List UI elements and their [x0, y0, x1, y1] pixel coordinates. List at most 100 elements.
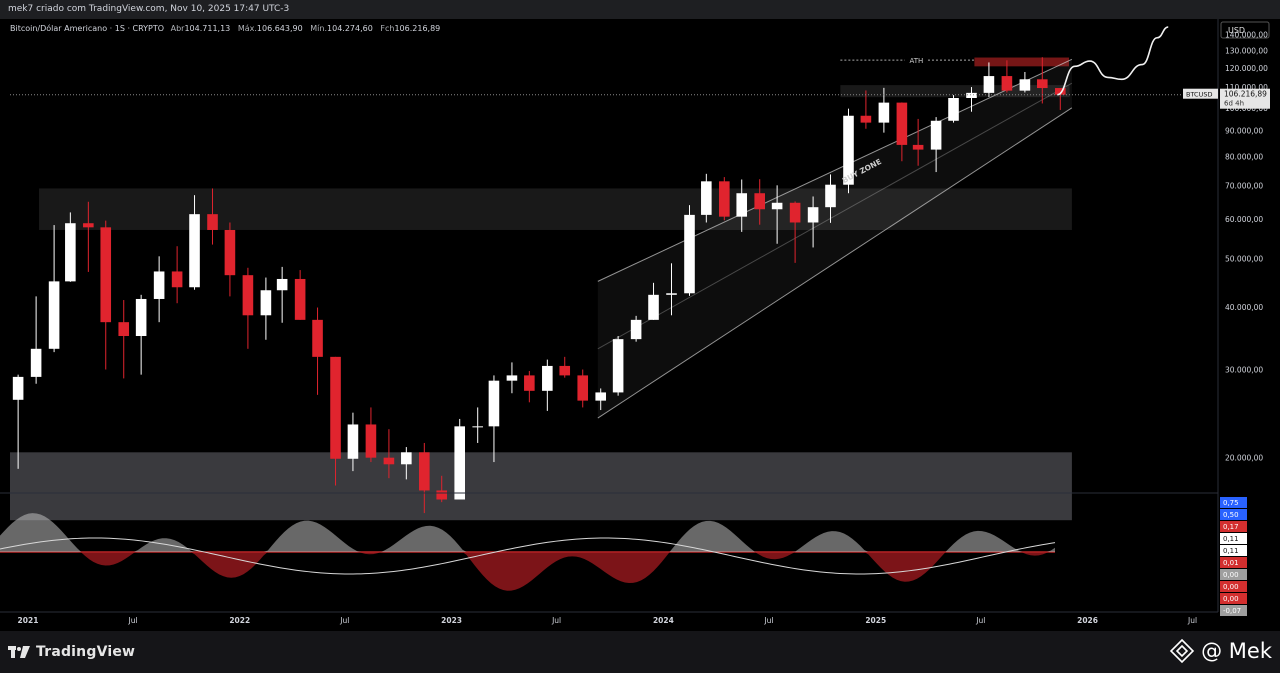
candle-2021-05[interactable] — [100, 220, 112, 370]
candle-2021-07[interactable] — [135, 294, 147, 375]
candle-2023-02[interactable] — [472, 407, 483, 443]
candle-2023-06[interactable] — [542, 359, 553, 411]
candle-2022-05[interactable] — [312, 307, 323, 395]
candle-2023-01[interactable] — [454, 418, 466, 500]
oscillator-label-bg — [1220, 545, 1247, 556]
ohlc-open-value: 104.711,13 — [184, 24, 230, 33]
candle-2022-04[interactable] — [294, 270, 306, 320]
oscillator-signal-line — [0, 537, 1056, 575]
candle-2024-01[interactable] — [666, 263, 677, 316]
candle-2022-11[interactable] — [419, 442, 430, 514]
candle-2025-09[interactable] — [1019, 71, 1031, 93]
candle-2022-08[interactable] — [365, 407, 377, 463]
candle-2025-05[interactable] — [948, 95, 959, 123]
symbol-tag — [1183, 88, 1218, 99]
candle-2021-06[interactable] — [118, 300, 130, 379]
channel-upper-line — [597, 58, 1073, 282]
candle-2023-04[interactable] — [506, 362, 518, 394]
candle-2024-03[interactable] — [701, 173, 712, 223]
candle-2022-02[interactable] — [260, 277, 272, 340]
candle-2023-12[interactable] — [648, 282, 659, 320]
ohlc-low-label: Mín. — [310, 24, 327, 33]
oscillator-label: 0,00 — [1223, 583, 1239, 591]
candle-2022-10[interactable] — [401, 447, 412, 480]
candle-2022-01[interactable] — [242, 267, 254, 349]
candle-2021-12[interactable] — [224, 222, 236, 297]
candle-2025-01[interactable] — [878, 87, 890, 133]
projection-path — [1057, 26, 1169, 96]
tradingview-logo-icon — [8, 646, 30, 658]
candle-2024-10[interactable] — [825, 174, 836, 223]
candle-2022-07[interactable] — [347, 412, 359, 472]
candle-2021-03[interactable] — [65, 212, 76, 282]
candle-2025-10[interactable] — [1037, 57, 1048, 104]
candle-2023-03[interactable] — [488, 375, 500, 463]
candle-2021-11[interactable] — [207, 188, 218, 245]
price-tick-label: 80.000,00 — [1225, 152, 1263, 161]
candle-2021-10[interactable] — [189, 195, 200, 290]
oscillator-label-bg — [1220, 581, 1247, 592]
time-tick-label: 2026 — [1077, 616, 1098, 625]
candle-2025-08[interactable] — [1001, 60, 1013, 93]
candle-2023-10[interactable] — [612, 336, 624, 396]
binance-diamond-icon — [1169, 638, 1195, 664]
price-axis-ticks: 140.000,00 130.000,00 120.000,00 110.000,00… — [1183, 31, 1270, 463]
candle-2023-08[interactable] — [577, 369, 589, 408]
candle-2025-07[interactable] — [983, 62, 995, 97]
candle-2022-03[interactable] — [276, 266, 288, 323]
candlestick-series[interactable] — [12, 57, 1066, 514]
price-tick-label: 70.000,00 — [1225, 181, 1263, 190]
candle-2024-06[interactable] — [754, 179, 766, 225]
candle-2020-12[interactable] — [12, 374, 24, 469]
candle-2023-09[interactable] — [595, 388, 607, 411]
oscillator-label: -0,07 — [1223, 607, 1241, 615]
candle-2021-01[interactable] — [30, 296, 42, 384]
oscillator-label-bg — [1220, 497, 1247, 508]
oscillator-panel — [0, 513, 1056, 591]
oscillator-label-bg — [1220, 521, 1247, 532]
candle-2024-02[interactable] — [684, 205, 695, 296]
price-tick-label: 50.000,00 — [1225, 254, 1263, 263]
candle-2023-07[interactable] — [559, 356, 571, 378]
currency-label[interactable]: USD — [1228, 26, 1245, 35]
oscillator-label: 0,11 — [1223, 547, 1239, 555]
candle-2022-12[interactable] — [436, 475, 448, 503]
candle-2024-11[interactable] — [843, 108, 854, 194]
candle-2025-04[interactable] — [930, 117, 942, 173]
price-tick-label: 110.000,00 — [1225, 83, 1268, 92]
candle-2025-03[interactable] — [912, 118, 924, 166]
price-tick-label: 40.000,00 — [1225, 303, 1263, 312]
candle-2022-09[interactable] — [383, 429, 395, 479]
candle-2024-07[interactable] — [771, 185, 783, 244]
candle-2022-06[interactable] — [330, 356, 341, 486]
candle-2021-04[interactable] — [83, 201, 94, 272]
time-axis: 2021 Jul 2022 Jul 2023 Jul 2024 Jul 2025 Jul 2026 J… — [18, 616, 1198, 625]
price-tick-label: 130.000,00 — [1225, 47, 1268, 56]
ohlc-high-label: Máx. — [238, 24, 257, 33]
candle-2021-09[interactable] — [171, 246, 183, 304]
brand-watermark: @ Mek — [1169, 638, 1272, 664]
candle-2023-11[interactable] — [630, 315, 642, 342]
oscillator-label-bg — [1220, 605, 1247, 616]
candle-2024-09[interactable] — [807, 196, 819, 248]
time-tick-label: 2021 — [18, 616, 39, 625]
zone-bottom — [10, 452, 1072, 521]
candle-2025-02[interactable] — [896, 102, 908, 162]
oscillator-label: 0,11 — [1223, 535, 1239, 543]
candle-2023-05[interactable] — [524, 370, 535, 403]
current-price-tag — [1220, 88, 1270, 109]
channel-mid-line — [597, 82, 1073, 350]
candle-2024-08[interactable] — [789, 201, 801, 263]
candle-2024-12[interactable] — [860, 90, 872, 129]
ohlc-close-value: 106.216,89 — [394, 24, 440, 33]
tradingview-logo[interactable]: TradingView — [8, 644, 135, 660]
candle-2024-04[interactable] — [719, 177, 730, 221]
time-tick-label: Jul — [763, 616, 773, 625]
candle-2021-08[interactable] — [153, 256, 165, 323]
candle-2021-02[interactable] — [48, 225, 60, 353]
currency-button[interactable] — [1220, 21, 1270, 39]
time-tick-label: Jul — [975, 616, 985, 625]
candle-2024-05[interactable] — [736, 179, 748, 232]
candle-2025-06[interactable] — [966, 87, 977, 112]
